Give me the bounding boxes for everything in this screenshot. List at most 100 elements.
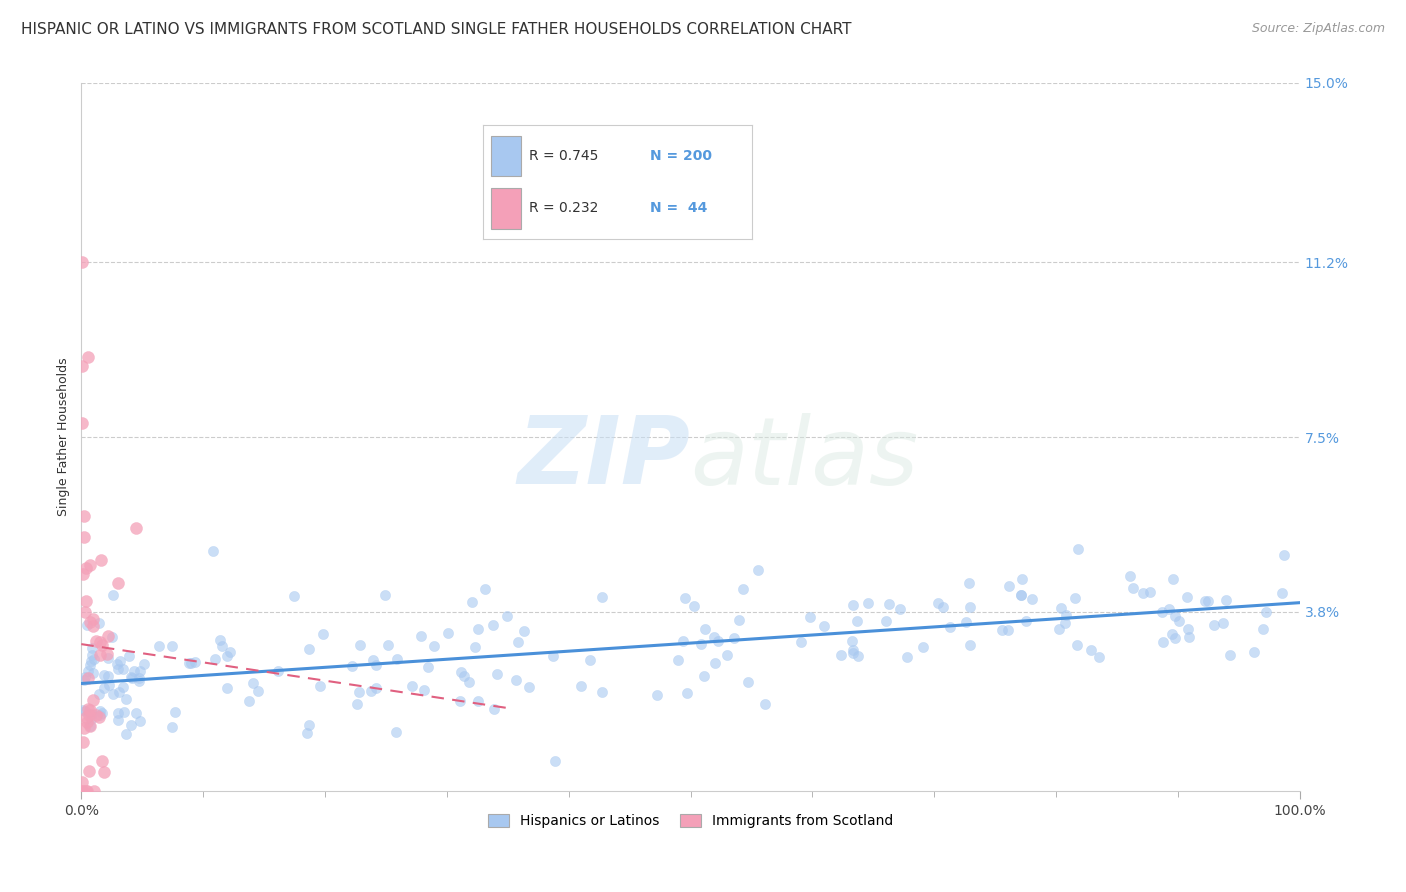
Point [73,670,96,684]
Point [246,684,269,698]
Point [86,707,108,722]
Point [128,671,150,685]
Point [82,692,104,706]
Point [1167,615,1189,629]
Point [165,705,187,719]
Point [1204,618,1226,632]
Point [118,648,141,663]
Point [121,671,143,685]
Point [702,630,724,644]
Point [79,558,101,572]
Point [1064,591,1087,606]
Point [716,648,738,662]
Point [485,667,508,681]
Point [481,617,503,632]
Point [72,784,94,798]
Point [76,715,98,730]
Point [90,706,112,720]
Point [72,784,94,798]
Point [101,630,124,644]
Point [453,669,475,683]
Point [93,667,115,681]
Point [361,653,384,667]
Point [939,620,962,634]
Point [1243,645,1265,659]
Point [693,669,716,683]
Point [180,656,202,670]
Point [340,659,363,673]
Point [79,658,101,673]
Point [89,708,111,723]
Point [1197,593,1219,607]
Point [295,726,318,740]
Point [401,679,423,693]
Point [75,784,97,798]
Point [450,665,472,679]
Point [89,704,111,718]
Point [957,576,980,591]
Point [215,648,238,663]
Point [77,702,100,716]
Point [82,665,104,680]
Point [97,629,120,643]
Point [208,633,231,648]
Point [70,416,93,430]
Point [1177,622,1199,636]
Point [107,662,129,676]
Point [98,678,121,692]
Point [128,674,150,689]
Point [107,685,129,699]
Point [508,635,530,649]
Point [1139,585,1161,599]
Point [467,694,489,708]
Point [160,720,183,734]
Point [211,639,233,653]
Point [541,649,564,664]
Point [1163,632,1185,646]
Point [571,679,593,693]
Point [1152,606,1174,620]
Point [82,706,104,721]
Point [82,612,104,626]
Point [125,521,148,535]
Point [959,600,981,615]
Point [842,599,865,613]
Point [115,692,138,706]
Point [1251,622,1274,636]
Point [89,648,111,662]
Point [105,657,128,672]
Point [484,702,506,716]
Point [449,693,471,707]
Point [690,637,713,651]
Point [959,638,981,652]
Point [82,648,104,662]
Point [1088,649,1111,664]
Point [90,754,112,768]
Point [437,626,460,640]
Point [591,590,613,604]
Point [707,633,730,648]
Legend: Hispanics or Latinos, Immigrants from Scotland: Hispanics or Latinos, Immigrants from Sc… [482,809,898,834]
Point [676,685,699,699]
Point [75,704,97,718]
Point [467,623,489,637]
Point [723,631,745,645]
Point [875,614,897,628]
Point [505,673,527,688]
Point [1054,615,1077,630]
Point [1011,572,1033,586]
Point [80,641,103,656]
Point [108,654,131,668]
Point [1215,592,1237,607]
Point [107,713,129,727]
Point [1194,594,1216,608]
Point [70,255,93,269]
Point [896,650,918,665]
Point [160,639,183,653]
Point [645,688,668,702]
Point [346,697,368,711]
Point [89,635,111,649]
Point [1271,586,1294,600]
Point [377,638,399,652]
Point [132,657,155,672]
